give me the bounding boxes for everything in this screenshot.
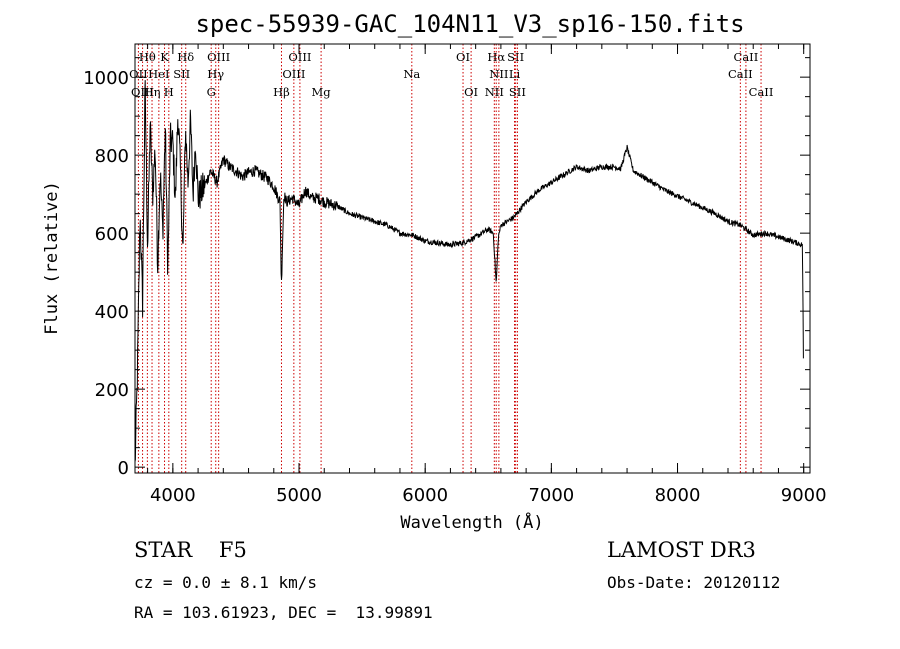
obs-date: Obs-Date: 20120112 <box>607 573 781 592</box>
x-tick-label: 6000 <box>402 485 448 506</box>
line-label: NII <box>485 85 504 99</box>
line-label: SII <box>507 50 524 64</box>
line-label: CaII <box>728 67 753 81</box>
coordinates: RA = 103.61923, DEC = 13.99891 <box>134 603 433 622</box>
x-tick-label: 5000 <box>276 485 322 506</box>
line-label: SII <box>173 67 190 81</box>
line-label: HeI <box>148 67 169 81</box>
x-tick-label: 9000 <box>781 485 827 506</box>
line-label: SII <box>509 85 526 99</box>
line-label: Hγ <box>207 67 224 81</box>
x-tick-label: 7000 <box>528 485 574 506</box>
x-tick-label: 4000 <box>150 485 196 506</box>
line-label: G <box>207 85 216 99</box>
x-tick-label: 8000 <box>655 485 701 506</box>
line-label: OIII <box>207 50 230 64</box>
line-label: Hθ <box>139 50 156 64</box>
line-label: Hδ <box>177 50 194 64</box>
line-label: OIII <box>282 67 305 81</box>
y-tick-label: 0 <box>118 458 129 479</box>
survey-name: LAMOST DR3 <box>607 538 756 562</box>
line-label: H <box>164 85 174 99</box>
spectrum-series <box>134 80 804 462</box>
y-tick-label: 400 <box>95 302 129 323</box>
line-label: Li <box>509 67 521 81</box>
redshift-info: cz = 0.0 ± 8.1 km/s <box>134 573 318 592</box>
line-label: Hα <box>487 50 505 64</box>
line-label: OI <box>464 85 478 99</box>
line-label: NII <box>489 67 508 81</box>
line-label: OIII <box>131 85 154 99</box>
y-tick-label: 1000 <box>83 68 129 89</box>
plot-area: spec-55939-GAC_104N11_V3_sp16-150.fits Hθ… <box>42 10 827 533</box>
line-label: OII <box>129 67 148 81</box>
object-class: STAR F5 <box>134 538 247 562</box>
line-label: Hβ <box>273 85 290 99</box>
y-axis-label: Flux (relative) <box>42 181 62 335</box>
chart-title: spec-55939-GAC_104N11_V3_sp16-150.fits <box>195 10 744 38</box>
line-label: OIII <box>288 50 311 64</box>
line-label: Na <box>403 67 420 81</box>
line-label: Mg <box>312 85 332 99</box>
line-label: Hη <box>144 85 161 99</box>
x-axis-label: Wavelength (Å) <box>400 511 543 533</box>
y-tick-label: 800 <box>95 146 129 167</box>
line-label: CaII <box>734 50 759 64</box>
line-label: OI <box>456 50 470 64</box>
plot-frame <box>134 43 811 474</box>
line-label: CaII <box>749 85 774 99</box>
line-label: K <box>160 50 169 64</box>
y-tick-label: 200 <box>95 380 129 401</box>
y-tick-label: 600 <box>95 224 129 245</box>
